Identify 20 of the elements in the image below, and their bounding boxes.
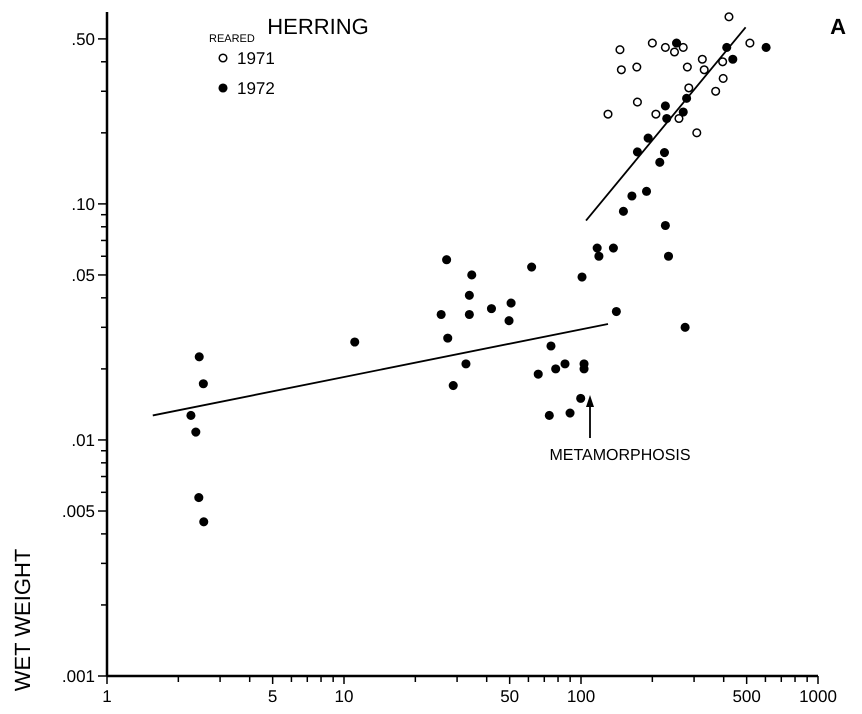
- text: A: [830, 14, 846, 39]
- y-tick-label: .001: [62, 666, 95, 686]
- legend-title: REARED: [209, 33, 255, 45]
- annotation: METAMORPHOSIS: [549, 447, 691, 464]
- y-tick-label: .01: [71, 430, 95, 450]
- y-tick-label: .10: [71, 194, 95, 214]
- x-tick-label: 500: [732, 687, 761, 706]
- y-axis-title: WET WEIGHT: [10, 548, 35, 692]
- x-tick-label: 1: [102, 687, 112, 706]
- legend-label: 1972: [237, 78, 275, 98]
- x-tick-label: 100: [566, 687, 596, 706]
- y-tick-label: .50: [71, 30, 95, 49]
- x-tick-label: 10: [334, 687, 354, 706]
- x-tick-label: 50: [500, 687, 520, 706]
- x-tick-label: 5: [268, 687, 278, 706]
- legend-label: 1971: [237, 48, 275, 68]
- y-tick-label: .05: [71, 266, 95, 285]
- chart-title: HERRING: [267, 14, 369, 39]
- x-tick-label: 1000: [799, 687, 837, 706]
- y-tick-label: .005: [62, 502, 95, 521]
